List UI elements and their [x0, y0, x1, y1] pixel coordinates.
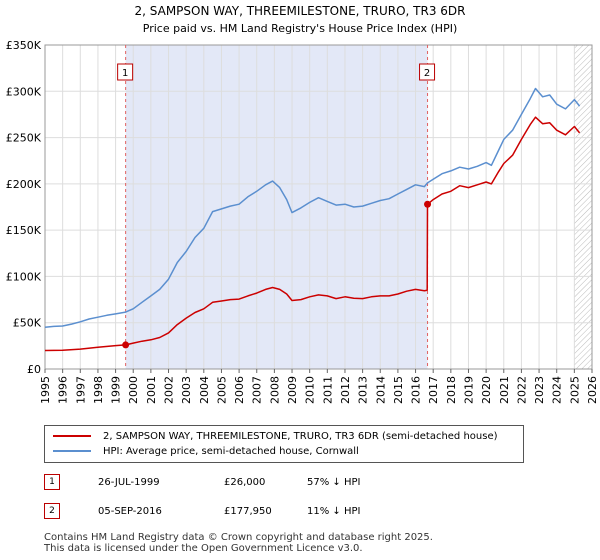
plot-frame [44, 44, 593, 370]
x-tick-label: 2003 [180, 376, 193, 404]
x-tick-label: 1999 [110, 376, 123, 404]
price-chart: 2, SAMPSON WAY, THREEMILESTONE, TRURO, T… [6, 4, 599, 404]
x-tick-label: 2009 [286, 376, 299, 404]
marker-label: 1 [122, 68, 128, 79]
legend-item-property: 2, SAMPSON WAY, THREEMILESTONE, TRURO, T… [53, 430, 498, 444]
transaction-date: 26-JUL-1999 [98, 477, 160, 488]
projection-hatch [574, 45, 592, 369]
y-tick-label: £200K [6, 178, 42, 191]
transaction-hpi-diff: 11% ↓ HPI [307, 506, 361, 517]
x-tick-label: 2018 [445, 376, 458, 404]
legend-label-hpi: HPI: Average price, semi-detached house,… [103, 446, 359, 457]
x-tick-label: 2002 [163, 376, 176, 404]
x-tick-label: 2010 [304, 376, 317, 404]
x-tick-label: 2011 [321, 376, 334, 404]
sale-point [424, 200, 432, 208]
x-tick-label: 2007 [251, 376, 264, 404]
chart-title: 2, SAMPSON WAY, THREEMILESTONE, TRURO, T… [135, 4, 466, 18]
x-tick-label: 2008 [268, 376, 281, 404]
marker-box [117, 63, 134, 81]
x-tick-label: 2025 [568, 376, 581, 404]
y-tick-label: £300K [6, 85, 42, 98]
footer-attribution: Contains HM Land Registry data © Crown c… [44, 532, 433, 554]
transaction-price: £177,950 [224, 506, 272, 517]
chart-legend: 2, SAMPSON WAY, THREEMILESTONE, TRURO, T… [44, 425, 524, 463]
transaction-number: 2 [44, 503, 60, 519]
x-tick-label: 2013 [357, 376, 370, 404]
y-tick-label: £150K [6, 224, 42, 237]
x-tick-label: 2014 [374, 376, 387, 404]
x-tick-label: 2005 [215, 376, 228, 404]
legend-line-property [53, 435, 91, 437]
footer-line-1: Contains HM Land Registry data © Crown c… [44, 532, 433, 543]
transaction-hpi-diff: 57% ↓ HPI [307, 477, 361, 488]
y-tick-label: £50K [13, 317, 42, 330]
x-tick-label: 2015 [392, 376, 405, 404]
sale-point [122, 341, 130, 349]
x-tick-label: 2020 [480, 376, 493, 404]
x-tick-label: 2019 [462, 376, 475, 404]
legend-label-property: 2, SAMPSON WAY, THREEMILESTONE, TRURO, T… [103, 431, 498, 442]
x-tick-label: 2023 [533, 376, 546, 404]
x-tick-label: 2004 [198, 376, 211, 404]
x-tick-label: 2001 [145, 376, 158, 404]
transaction-price: £26,000 [224, 477, 266, 488]
x-tick-label: 2026 [586, 376, 599, 404]
x-tick-label: 1996 [57, 376, 70, 404]
x-tick-label: 2000 [127, 376, 140, 404]
legend-item-hpi: HPI: Average price, semi-detached house,… [53, 445, 359, 459]
transaction-number: 1 [44, 474, 60, 490]
ownership-period-shade [125, 45, 428, 369]
property-price-line [44, 116, 581, 352]
x-tick-label: 2012 [339, 376, 352, 404]
y-tick-label: £350K [6, 39, 42, 52]
hpi-line [44, 87, 581, 329]
legend-line-hpi [53, 450, 91, 452]
y-tick-label: £100K [6, 270, 42, 283]
x-tick-label: 2016 [410, 376, 423, 404]
marker-box [419, 63, 436, 81]
x-tick-label: 1998 [92, 376, 105, 404]
y-tick-label: £250K [6, 132, 42, 145]
x-tick-label: 2024 [551, 376, 564, 404]
x-tick-label: 1995 [39, 376, 52, 404]
y-tick-label: £0 [27, 363, 41, 376]
x-tick-label: 1997 [74, 376, 87, 404]
x-tick-label: 2021 [498, 376, 511, 404]
chart-subtitle: Price paid vs. HM Land Registry's House … [143, 22, 458, 35]
transaction-date: 05-SEP-2016 [98, 506, 162, 517]
footer-line-2: This data is licensed under the Open Gov… [44, 543, 363, 554]
x-tick-label: 2017 [427, 376, 440, 404]
x-tick-label: 2022 [515, 376, 528, 404]
x-tick-label: 2006 [233, 376, 246, 404]
marker-label: 2 [424, 68, 430, 79]
